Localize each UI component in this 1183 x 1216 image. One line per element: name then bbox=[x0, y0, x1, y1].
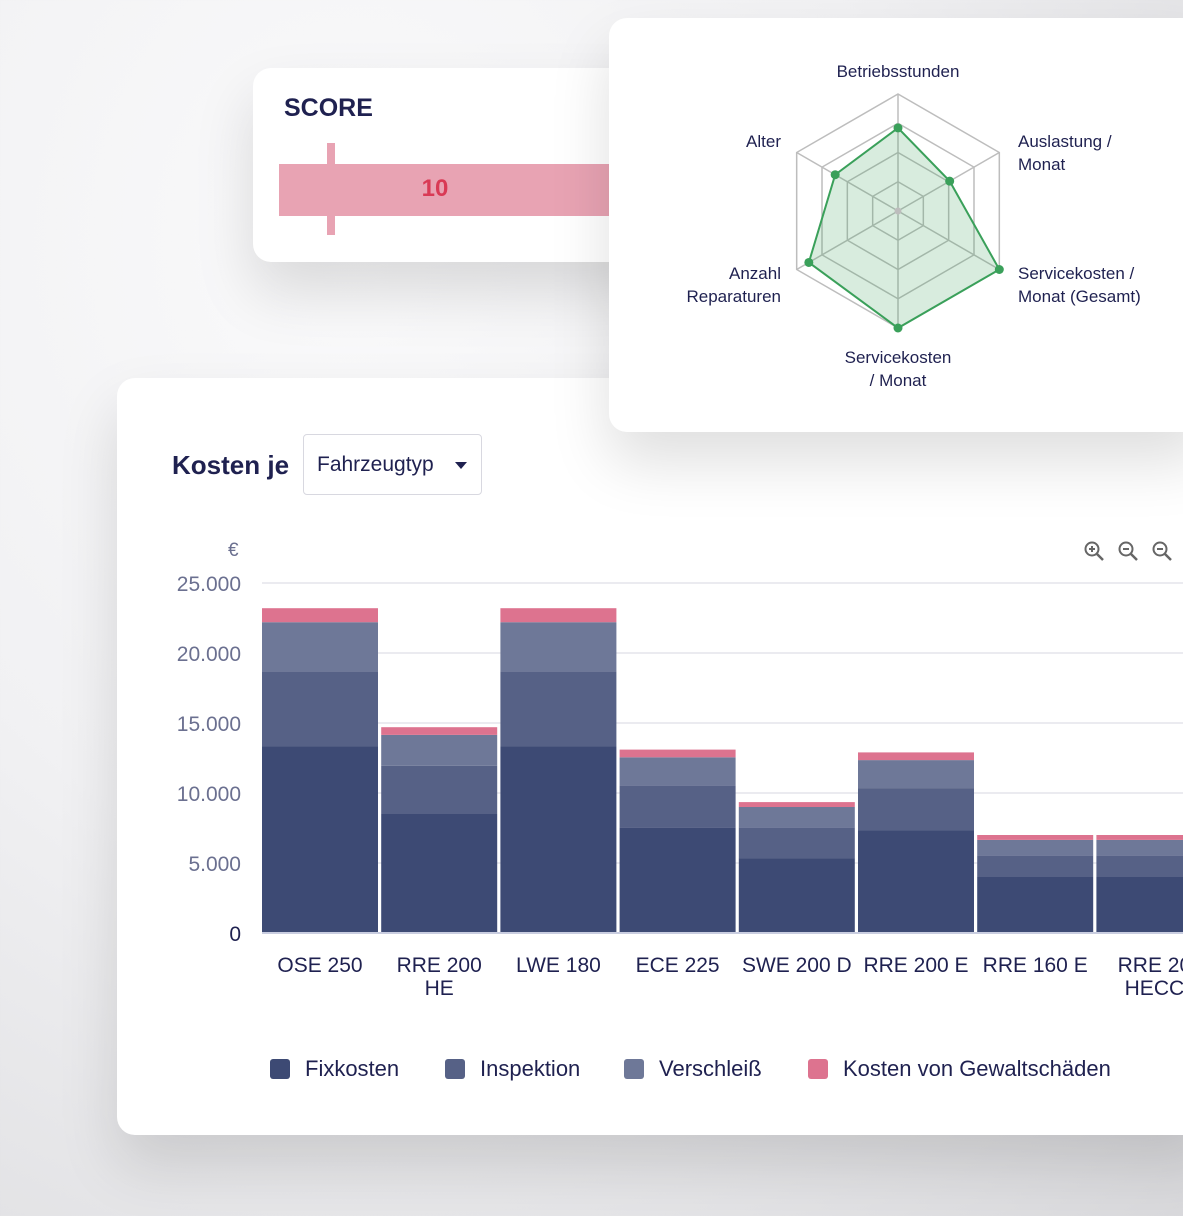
radar-center bbox=[894, 207, 902, 215]
x-tick-label: RRE 20 bbox=[1118, 954, 1183, 977]
caret-down-icon bbox=[455, 462, 467, 469]
legend-swatch bbox=[624, 1059, 644, 1079]
radar-chart bbox=[795, 93, 1004, 333]
x-tick-label: OSE 250 bbox=[277, 954, 362, 977]
legend-item-gewaltschaeden[interactable]: Kosten von Gewaltschäden bbox=[808, 1056, 1111, 1082]
radar-spoke bbox=[796, 151, 899, 212]
score-marker bbox=[327, 143, 335, 235]
bar-segment bbox=[977, 839, 1094, 856]
radar-point bbox=[893, 123, 903, 133]
bar-segment bbox=[858, 752, 974, 761]
legend-label: Inspektion bbox=[480, 1056, 581, 1081]
zoom-in-icon[interactable] bbox=[1083, 540, 1105, 562]
bar-segment bbox=[977, 877, 1094, 933]
radar-point bbox=[830, 170, 840, 180]
legend-label: Verschleiß bbox=[659, 1056, 762, 1081]
radar-point bbox=[893, 323, 903, 333]
y-tick-label: 10.000 bbox=[177, 783, 241, 806]
bar-segment bbox=[619, 827, 736, 933]
bar-segment bbox=[262, 671, 378, 747]
radar-axis-label: Alter bbox=[746, 132, 781, 151]
y-tick-label: 15.000 bbox=[177, 713, 241, 736]
cost-chart-card: Kosten je Fahrzeugtyp € 0 5.000 10.000 15.0… bbox=[117, 378, 1183, 1135]
score-title: SCORE bbox=[284, 94, 373, 122]
legend-label: Kosten von Gewaltschäden bbox=[843, 1056, 1111, 1081]
bar-segment bbox=[738, 827, 855, 859]
bar-segment bbox=[619, 749, 736, 758]
y-axis-unit: € bbox=[228, 540, 239, 561]
x-tick-label: RRE 160 E bbox=[983, 954, 1088, 977]
bar-segment bbox=[858, 760, 974, 789]
bar-segment bbox=[1096, 877, 1183, 933]
bar-segment bbox=[381, 727, 498, 735]
zoom-out-icon[interactable] bbox=[1117, 540, 1139, 562]
bar-segment bbox=[977, 835, 1094, 840]
radar-spoke bbox=[796, 210, 899, 271]
y-tick-label: 5.000 bbox=[188, 853, 241, 876]
score-card: SCORE 10 bbox=[253, 68, 659, 262]
radar-axis-label: Betriebsstunden bbox=[836, 62, 960, 81]
x-tick-label: HECC bbox=[1125, 977, 1183, 1000]
bar-segment bbox=[858, 830, 974, 933]
bar-segment bbox=[619, 757, 736, 786]
bar-segment bbox=[858, 788, 974, 831]
x-tick-label: SWE 200 D bbox=[742, 954, 852, 977]
zoom-reset-icon[interactable] bbox=[1151, 540, 1173, 562]
bar-segment bbox=[262, 746, 378, 933]
radar-spoke bbox=[897, 210, 1000, 271]
bar-segment bbox=[1096, 855, 1183, 877]
radar-chart-card: Betriebsstunden Auslastung / Monat Servicek… bbox=[609, 18, 1183, 432]
legend-swatch bbox=[808, 1059, 828, 1079]
stacked-bar-chart: 0 5.000 10.000 15.000 20.000 25.000 OSE 250 RRE… bbox=[177, 573, 1183, 1000]
radar-point bbox=[994, 265, 1004, 274]
legend-item-inspektion[interactable]: Inspektion bbox=[445, 1056, 580, 1082]
bar-segment bbox=[262, 622, 378, 672]
bar-segment bbox=[738, 807, 855, 828]
legend-label: Fixkosten bbox=[305, 1056, 400, 1081]
radar-axis-label: Servicekosten / Monat (Gesamt) bbox=[1018, 264, 1141, 306]
x-tick-label: RRE 200 bbox=[397, 954, 482, 977]
legend-swatch bbox=[445, 1059, 465, 1079]
legend-item-verschleiss[interactable]: Verschleiß bbox=[624, 1056, 762, 1082]
x-tick-label: LWE 180 bbox=[516, 954, 601, 977]
x-tick-label: HE bbox=[425, 977, 454, 1000]
bar-segment bbox=[977, 855, 1094, 877]
bar-segment bbox=[381, 765, 498, 814]
bar-segment bbox=[262, 608, 378, 623]
radar-point bbox=[945, 176, 955, 186]
bar-segment bbox=[738, 802, 855, 807]
legend-item-fixkosten[interactable]: Fixkosten bbox=[270, 1056, 399, 1082]
radar-axis-label: Auslastung / Monat bbox=[1018, 132, 1112, 174]
y-tick-label: 0 bbox=[229, 923, 241, 946]
score-value: 10 bbox=[421, 175, 449, 202]
y-tick-label: 25.000 bbox=[177, 573, 241, 596]
bar-segment bbox=[1096, 835, 1183, 840]
dropdown-value: Fahrzeugtyp bbox=[317, 452, 434, 476]
y-tick-label: 20.000 bbox=[177, 643, 241, 666]
bar-segment bbox=[738, 858, 855, 933]
bar-segment bbox=[619, 785, 736, 828]
radar-point bbox=[804, 257, 814, 267]
group-by-dropdown[interactable]: Fahrzeugtyp bbox=[303, 434, 482, 495]
radar-axis-label: Anzahl Reparaturen bbox=[686, 264, 781, 306]
score-bar bbox=[279, 164, 659, 216]
radar-axis-label: Servicekosten / Monat bbox=[844, 348, 952, 390]
x-tick-label: ECE 225 bbox=[636, 954, 720, 977]
x-tick-label: RRE 200 E bbox=[863, 954, 968, 977]
bar-segment bbox=[500, 746, 617, 933]
legend-swatch bbox=[270, 1059, 290, 1079]
bar-segment bbox=[500, 608, 617, 623]
bar-segment bbox=[381, 734, 498, 766]
bar-segment bbox=[381, 814, 498, 933]
bar-segment bbox=[500, 671, 617, 747]
bar-segment bbox=[1096, 839, 1183, 856]
bar-segment bbox=[500, 622, 617, 672]
chart-title: Kosten je bbox=[172, 450, 290, 480]
